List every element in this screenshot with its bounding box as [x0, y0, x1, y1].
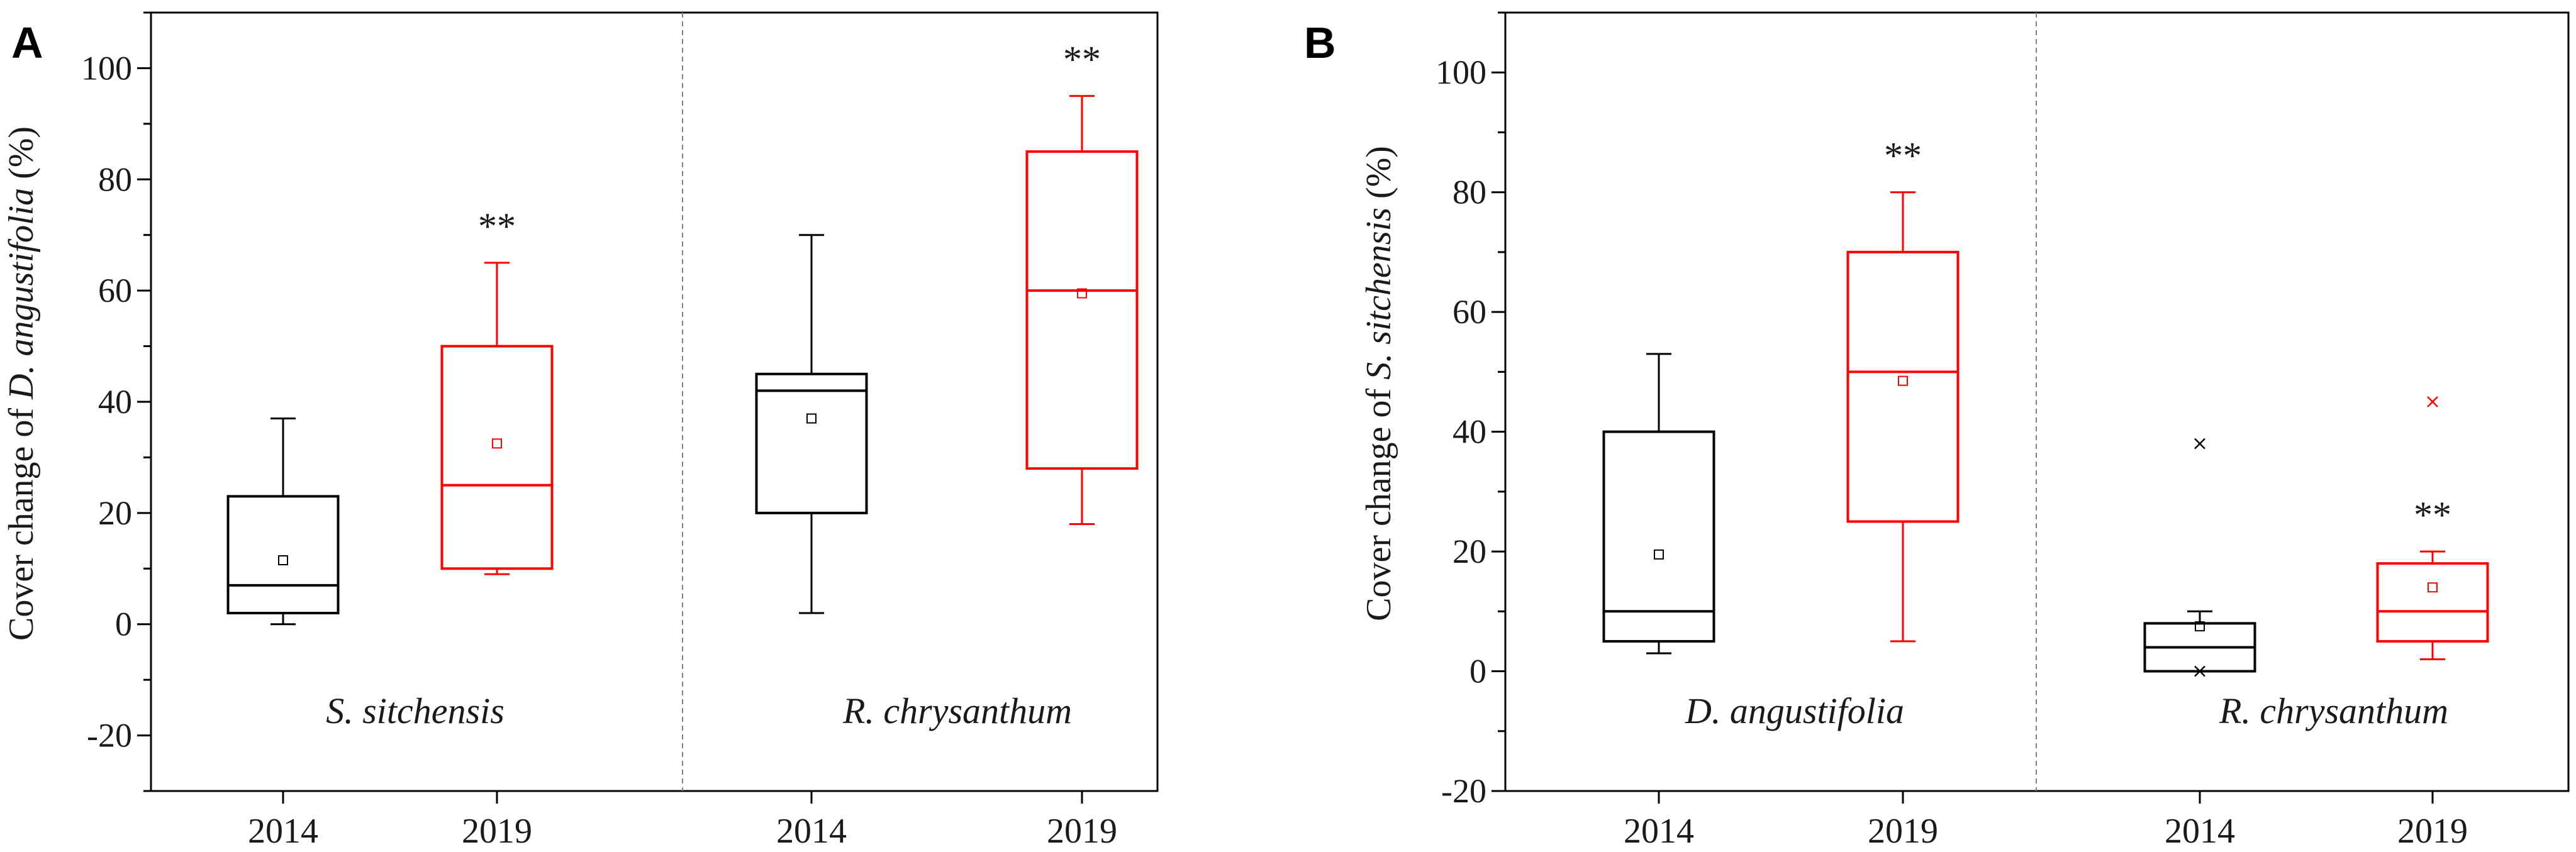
y-tick-label: 80: [98, 160, 132, 198]
x-tick-label: 2019: [1868, 812, 1938, 851]
outlier-stroke: [2427, 396, 2438, 407]
x-tick-label: 2019: [462, 812, 532, 851]
iqr-box: [2376, 562, 2489, 643]
y-axis-label-prefix: Cover change of: [2, 399, 41, 641]
iqr-box: [755, 372, 868, 514]
y-axis-label: Cover change of S. sitchensis (%): [1359, 146, 1398, 621]
x-tick-label: 2014: [1624, 812, 1694, 851]
significance-marker: **: [2414, 494, 2451, 536]
outlier-stroke: [2194, 665, 2205, 677]
y-tick-label: 20: [1452, 533, 1486, 570]
outlier-marker: [2427, 396, 2438, 407]
x-tick-label: 2019: [1047, 812, 1117, 851]
group-label: S. sitchensis: [326, 690, 505, 731]
mean-marker: [1077, 288, 1087, 299]
group-label: R. chrysanthum: [842, 690, 1072, 731]
box-2014: [755, 234, 868, 614]
y-tick-label: 0: [115, 606, 132, 643]
outlier-marker: [2194, 438, 2205, 450]
mean-marker: [1898, 375, 1908, 386]
mean-marker: [2195, 621, 2205, 632]
plot-frame: [150, 11, 1159, 792]
y-tick-label: 20: [98, 494, 132, 532]
group-label: R. chrysanthum: [2219, 690, 2448, 731]
iqr-box: [1846, 250, 1960, 523]
outlier-stroke: [2194, 438, 2205, 450]
y-tick-label: 0: [1469, 653, 1486, 690]
y-tick-label: 40: [98, 383, 132, 421]
y-tick-label: 40: [1452, 413, 1486, 451]
group-label: D. angustifolia: [1685, 690, 1904, 731]
box-2019: **: [1025, 39, 1139, 526]
box-2014: [226, 418, 340, 626]
panel-a-chart: A -20 0 20 40 60 80 100 Cover change of D. angus…: [2, 11, 1159, 851]
panel-letter: B: [1304, 18, 1336, 67]
y-axis-label-species: S. sitchensis: [1359, 207, 1398, 380]
significance-marker: **: [1063, 39, 1101, 80]
y-tick-label: 100: [1436, 53, 1486, 91]
y-axis-label-species: D. angustifolia: [2, 188, 41, 400]
mean-marker: [278, 555, 288, 566]
iqr-box: [226, 495, 340, 615]
box-2019: **: [2376, 396, 2489, 660]
significance-marker: **: [1884, 135, 1922, 177]
mean-marker: [492, 438, 502, 449]
iqr-box: [1602, 430, 1715, 643]
y-axis-label-suffix: (%): [1359, 146, 1398, 207]
panel-letter: A: [11, 18, 43, 67]
box-2019: **: [1846, 135, 1960, 643]
y-tick-label: -20: [1441, 772, 1486, 810]
iqr-box: [1025, 150, 1139, 470]
iqr-box: [440, 345, 554, 570]
y-axis-label: Cover change of D. angustifolia (%): [2, 126, 41, 641]
panel-b-chart: B -20 0 20 40 60 80 100 Cover change of S. sitch…: [1304, 11, 2570, 851]
x-tick-label: 2019: [2397, 812, 2468, 851]
mean-marker: [806, 413, 817, 424]
x-tick-label: 2014: [248, 812, 318, 851]
mean-marker: [2428, 582, 2438, 593]
y-tick-label: 60: [98, 272, 132, 309]
y-tick-label: 60: [1452, 293, 1486, 331]
y-tick-label: -20: [87, 717, 132, 755]
y-axis-label-suffix: (%): [2, 126, 41, 188]
mean-marker: [1654, 549, 1664, 560]
y-tick-label: 80: [1452, 174, 1486, 211]
x-tick-label: 2014: [2165, 812, 2235, 851]
significance-marker: **: [478, 206, 516, 247]
y-axis-label-prefix: Cover change of: [1359, 380, 1398, 621]
box-2014: [2143, 438, 2256, 677]
box-2014: [1602, 353, 1715, 655]
box-2019: **: [440, 206, 554, 575]
y-tick-label: 100: [81, 49, 132, 87]
x-tick-label: 2014: [776, 812, 847, 851]
outlier-marker: [2194, 665, 2205, 677]
